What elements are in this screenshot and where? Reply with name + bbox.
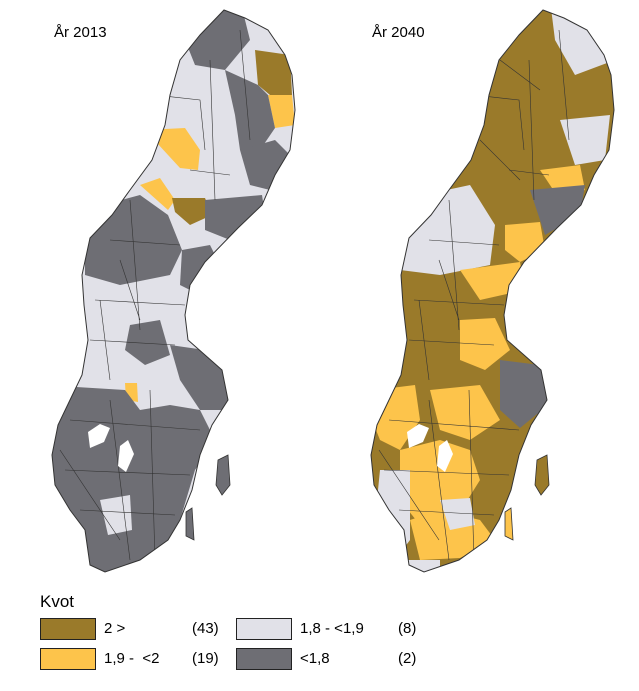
region-brown-fill [371,10,614,572]
region-yellow [430,385,500,440]
legend-count-4: (2) [398,650,417,667]
legend-count-3: (8) [398,620,417,637]
region-yellow [140,178,175,210]
region-dark [500,360,548,428]
region-light [440,498,475,530]
map-title-2040: År 2040 [372,24,425,41]
legend-label-1: 2 > [104,620,126,637]
island-gotland [215,454,231,496]
island-gotland [534,454,550,496]
lake [88,424,110,448]
region-dark [530,185,585,235]
region-brown [475,455,510,500]
lake [407,424,429,448]
region-dark [225,70,275,150]
legend-swatch-yellow [40,648,96,670]
legend-swatch-brown [40,618,96,640]
legend-label-3: 1,8 - <1,9 [300,620,364,637]
region-yellow [268,95,295,128]
region-dark [205,195,265,240]
legend-count-1: (43) [192,620,219,637]
island-oland [185,507,195,541]
legend-label-4: <1,8 [300,650,330,667]
region-dark [240,140,295,190]
region-dark [125,320,170,365]
lake [437,440,453,472]
legend-swatch-light [236,618,292,640]
map-title-2013: År 2013 [54,24,107,41]
legend-label-2: 1,9 - <2 [104,650,160,667]
region-brown [255,50,292,95]
island-oland [504,507,514,541]
region-brown [172,198,212,225]
region-yellow [460,318,510,370]
region-light [560,115,610,165]
legend-title: Kvot [40,592,75,611]
lake [118,440,134,472]
legend-count-2: (19) [192,650,219,667]
legend-swatch-dark [236,648,292,670]
region-dark [52,385,215,572]
region-light [100,495,132,535]
